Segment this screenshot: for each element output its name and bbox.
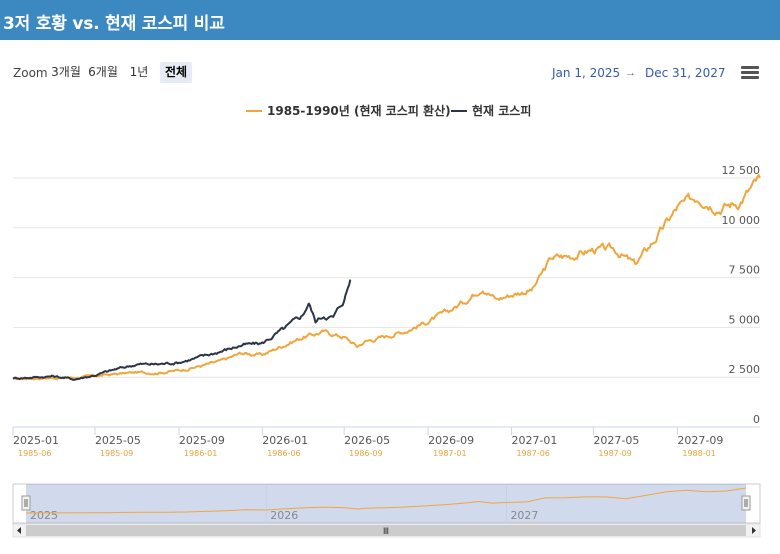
range-to-input[interactable]: Dec 31, 2027 <box>645 66 726 80</box>
navigator-handle-right[interactable] <box>741 495 751 511</box>
y-tick-label: 5 000 <box>729 313 761 326</box>
zoom-all-button[interactable]: 전체 <box>160 62 192 83</box>
legend-label-historical: 1985-1990년 (현재 코스피 환산) <box>267 104 451 118</box>
x-tick-sublabel: 1987-06 <box>516 449 549 458</box>
x-tick-sublabel: 1985-09 <box>100 449 133 458</box>
x-tick-sublabel: 1986-06 <box>267 449 300 458</box>
handle-body <box>741 495 751 511</box>
chart-header: 3저 호황 vs. 현재 코스피 비교 <box>0 0 780 40</box>
x-tick-label: 2027-01 <box>511 434 557 447</box>
x-tick-label: 2025-05 <box>95 434 141 447</box>
x-tick-sublabel: 1988-01 <box>682 449 715 458</box>
x-tick-sublabel: 1987-09 <box>598 449 631 458</box>
navigator-year-label: 2025 <box>30 509 58 522</box>
y-tick-label: 12 500 <box>722 164 761 177</box>
legend-item-current[interactable]: 현재 코스피 <box>451 102 531 119</box>
x-tick-sublabel: 1986-01 <box>184 449 217 458</box>
y-tick-label: 0 <box>753 413 760 426</box>
chart-title: 3저 호황 vs. 현재 코스피 비교 <box>3 14 225 34</box>
navigator-year-label: 2026 <box>270 509 298 522</box>
x-tick-sublabel: 1985-06 <box>18 449 51 458</box>
navigator-series-line <box>25 487 747 514</box>
zoom-1y-button[interactable]: 1년 <box>129 65 149 79</box>
scrollbar-grip: Ⅲ <box>383 527 389 537</box>
x-tick-label: 2026-09 <box>428 434 474 447</box>
series-lines <box>12 174 761 381</box>
zoom-6m-button[interactable]: 6개월 <box>88 65 118 79</box>
series-line-historical <box>12 174 761 381</box>
x-tick-label: 2025-09 <box>179 434 225 447</box>
x-tick-sublabel: 1987-01 <box>433 449 466 458</box>
navigator-year-label: 2027 <box>510 509 538 522</box>
x-tick-label: 2027-09 <box>677 434 723 447</box>
y-tick-label: 10 000 <box>722 214 761 227</box>
scroll-right-arrow-icon[interactable] <box>752 527 756 534</box>
x-tick-label: 2026-01 <box>262 434 308 447</box>
range-from-input[interactable]: Jan 1, 2025 <box>552 66 621 80</box>
x-tick-label: 2026-05 <box>344 434 390 447</box>
navigator-mask <box>26 484 746 523</box>
legend-item-historical[interactable]: 1985-1990년 (현재 코스피 환산) <box>246 102 451 119</box>
navigator-handle-left[interactable] <box>21 495 31 511</box>
zoom-3m-button[interactable]: 3개월 <box>51 65 81 79</box>
range-arrow: → <box>625 67 636 79</box>
x-tick-label: 2025-01 <box>13 434 59 447</box>
scrollbar-thumb[interactable] <box>26 525 746 536</box>
scroll-left-arrow-icon[interactable] <box>17 527 21 534</box>
hamburger-menu-icon[interactable] <box>741 66 759 80</box>
grid-lines <box>13 177 760 428</box>
legend-swatch-current <box>451 109 467 112</box>
navigator-frame <box>12 483 761 524</box>
legend-label-current: 현재 코스피 <box>472 104 532 118</box>
y-tick-label: 2 500 <box>729 363 761 376</box>
legend-swatch-historical <box>246 109 262 112</box>
x-tick-sublabel: 1986-09 <box>349 449 382 458</box>
x-tick-label: 2027-05 <box>593 434 639 447</box>
series-line-current <box>12 279 352 381</box>
y-tick-label: 7 500 <box>729 264 761 277</box>
navigator: 2025 2026 2027 Ⅲ <box>12 483 761 538</box>
y-axis-ticks: 0 2 500 5 000 7 500 10 000 12 500 <box>722 164 761 426</box>
x-axis: 2025-01 1985-06 2025-05 1985-09 2025-09 1986-… <box>12 426 760 458</box>
handle-body <box>21 495 31 511</box>
zoom-label: Zoom <box>13 66 48 80</box>
